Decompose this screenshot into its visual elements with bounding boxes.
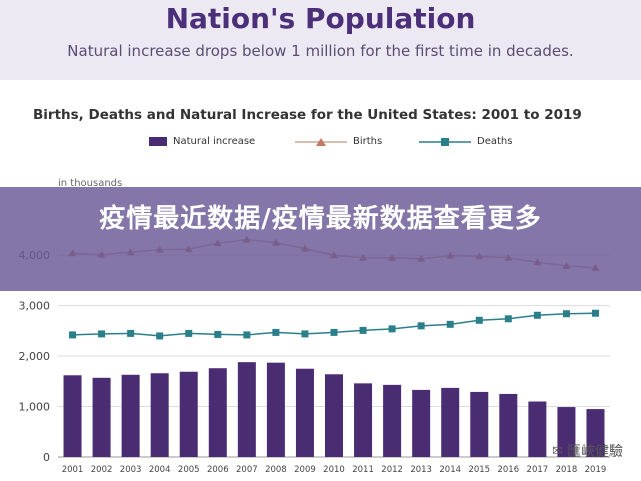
deaths-point [185, 329, 193, 337]
bar-natural-increase [266, 362, 285, 457]
x-tick-label: 2012 [381, 465, 403, 475]
page-title: Nation's Population [165, 2, 476, 35]
deaths-point [272, 328, 280, 336]
deaths-point [417, 322, 425, 330]
bar-natural-increase [441, 387, 460, 457]
bar-natural-increase [121, 374, 140, 457]
x-tick-label: 2004 [149, 465, 171, 475]
legend-births: Births [295, 136, 382, 147]
x-tick-label: 2011 [352, 465, 374, 475]
bar-natural-increase [295, 368, 314, 457]
x-tick-label: 2010 [323, 465, 345, 475]
bar-natural-increase [412, 389, 431, 457]
deaths-point [359, 326, 367, 334]
deaths-point [127, 329, 135, 337]
y-axis-unit: in thousands [58, 178, 123, 189]
bar-natural-increase [383, 384, 402, 457]
bar-natural-increase [528, 401, 547, 457]
legend-swatch-deaths [419, 137, 471, 146]
deaths-point [446, 320, 454, 328]
y-tick-label: 0 [43, 451, 50, 464]
deaths-point [533, 311, 541, 319]
deaths-point [591, 309, 599, 317]
bar-natural-increase [237, 362, 256, 457]
deaths-point [475, 316, 483, 324]
legend-deaths: Deaths [419, 136, 512, 147]
banner-overlay [0, 187, 641, 291]
x-tick-label: 2009 [294, 465, 316, 475]
y-tick-label: 2,000 [19, 350, 51, 363]
watermark: ✉ 匯峽健驗 [552, 441, 623, 461]
legend-swatch-natural-increase [149, 137, 167, 146]
deaths-point [243, 331, 251, 339]
x-tick-label: 2003 [120, 465, 142, 475]
bar-natural-increase [63, 375, 82, 457]
bar-natural-increase [179, 371, 198, 457]
x-tick-label: 2014 [439, 465, 461, 475]
watermark-text: 匯峽健驗 [567, 444, 623, 460]
wechat-icon: ✉ [552, 443, 563, 459]
deaths-point [156, 332, 164, 340]
x-tick-label: 2006 [207, 465, 229, 475]
deaths-point [301, 330, 309, 338]
chart-title: Births, Deaths and Natural Increase for … [33, 107, 582, 123]
deaths-point [214, 330, 222, 338]
header-band: Nation's Population Natural increase dro… [0, 0, 641, 80]
bar-natural-increase [208, 368, 227, 457]
x-tick-label: 2008 [265, 465, 287, 475]
legend-label-deaths: Deaths [477, 136, 513, 147]
bar-natural-increase [92, 377, 111, 457]
legend-natural-increase: Natural increase [149, 136, 255, 147]
bar-natural-increase [354, 383, 373, 457]
deaths-point [562, 310, 570, 318]
page-subtitle: Natural increase drops below 1 million f… [67, 42, 574, 60]
legend-label-births: Births [353, 136, 383, 147]
deaths-point [388, 325, 396, 333]
bar-natural-increase [150, 373, 169, 457]
x-tick-label: 2005 [178, 465, 200, 475]
y-tick-label: 1,000 [19, 401, 51, 414]
x-tick-label: 2002 [91, 465, 113, 475]
x-tick-label: 2007 [236, 465, 258, 475]
bar-natural-increase [586, 409, 605, 457]
deaths-point [330, 328, 338, 336]
bar-natural-increase [470, 391, 489, 457]
deaths-point [98, 330, 106, 338]
deaths-point [69, 331, 77, 339]
deaths-point [504, 315, 512, 323]
legend-swatch-births [295, 137, 347, 146]
x-tick-label: 2019 [585, 465, 607, 475]
legend-label-natural-increase: Natural increase [173, 136, 256, 147]
y-tick-label: 3,000 [19, 300, 51, 313]
x-tick-label: 2015 [468, 465, 490, 475]
banner-title[interactable]: 疫情最近数据/疫情最新数据查看更多 [99, 204, 542, 234]
x-tick-label: 2016 [497, 465, 519, 475]
x-tick-label: 2001 [62, 465, 84, 475]
x-tick-label: 2017 [527, 465, 549, 475]
bar-natural-increase [499, 393, 518, 457]
x-tick-label: 2018 [556, 465, 578, 475]
bar-natural-increase [325, 374, 343, 457]
bar-natural-increase [557, 407, 576, 457]
x-tick-label: 2013 [410, 465, 432, 475]
